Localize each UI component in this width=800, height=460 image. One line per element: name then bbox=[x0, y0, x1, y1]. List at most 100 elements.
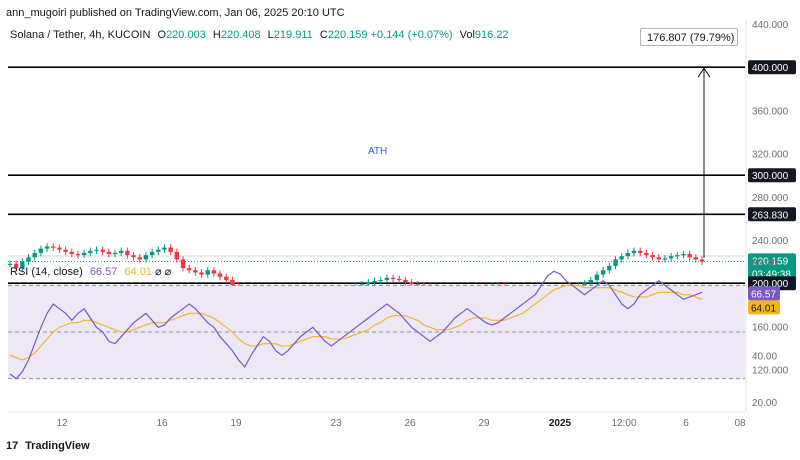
price-tick-label: 320.000 bbox=[752, 150, 789, 161]
candle-body bbox=[662, 258, 668, 260]
publisher-line: ann_mugoiri published on TradingView.com… bbox=[6, 7, 345, 19]
open-value: 220.003 bbox=[166, 29, 206, 41]
candle-body bbox=[588, 279, 593, 284]
symbol-name: Solana / Tether, 4h, KUCOIN bbox=[10, 29, 151, 41]
candle-body bbox=[650, 255, 655, 258]
candle-body bbox=[675, 255, 680, 257]
candle-body bbox=[143, 255, 149, 260]
time-tick-label: 26 bbox=[404, 418, 416, 429]
candle-body bbox=[681, 254, 686, 256]
candle-body bbox=[94, 249, 99, 251]
candle-body bbox=[137, 257, 142, 260]
candle-body bbox=[403, 279, 408, 283]
time-tick-label: 23 bbox=[330, 418, 342, 429]
candle-body bbox=[44, 246, 50, 249]
candle-body bbox=[106, 251, 112, 255]
candle-body bbox=[625, 252, 631, 257]
rsi-tick-label: 80.00 bbox=[752, 258, 777, 269]
time-tick-label: 08 bbox=[734, 418, 746, 429]
candle-body bbox=[205, 270, 210, 275]
rsi-ma-value: 64.01 bbox=[124, 266, 152, 278]
candle-body bbox=[13, 263, 19, 269]
candle-body bbox=[32, 252, 37, 258]
close-value: 220.159 bbox=[327, 29, 368, 41]
price-tick-label: 300.000 bbox=[752, 171, 789, 182]
last-price-bg bbox=[748, 253, 796, 282]
candle-body bbox=[397, 278, 402, 281]
candle-body bbox=[51, 246, 56, 248]
candle-body bbox=[88, 250, 93, 253]
last-price-label: 220.159 bbox=[752, 256, 789, 267]
change-value: +0.144 (+0.07%) bbox=[370, 29, 453, 41]
time-tick-label: 16 bbox=[156, 418, 168, 429]
candle-body bbox=[619, 256, 624, 260]
candle-body bbox=[125, 250, 130, 256]
candle-body bbox=[119, 250, 124, 253]
level-label-bg bbox=[748, 60, 796, 75]
candle-body bbox=[217, 273, 223, 277]
rsi-value-label: 66.57 bbox=[751, 289, 776, 300]
price-tick-label: 263.830 bbox=[752, 210, 789, 221]
candle-body bbox=[20, 261, 25, 269]
price-tick-label: 200.000 bbox=[752, 279, 789, 290]
candle-body bbox=[359, 284, 365, 286]
candle-body bbox=[631, 250, 637, 253]
candle-body bbox=[600, 270, 606, 275]
candle-body bbox=[366, 282, 371, 285]
candle-body bbox=[668, 256, 674, 259]
rsi-legend: RSI (14, close) 66.57 64.01 ⌀ ⌀ bbox=[10, 265, 171, 278]
high-label: H bbox=[212, 29, 221, 41]
candle-body bbox=[180, 259, 186, 269]
candle-body bbox=[57, 247, 62, 250]
symbol-legend: Solana / Tether, 4h, KUCOIN O220.003 H 22… bbox=[10, 29, 509, 41]
measure-arrow-head bbox=[697, 67, 711, 78]
measure-tooltip: 176.807 (79.79%) 176,8 bbox=[640, 28, 738, 46]
level-label-bg bbox=[748, 207, 796, 222]
time-tick-label: 6 bbox=[683, 418, 689, 429]
candle-body bbox=[112, 252, 118, 255]
open-label: O bbox=[157, 29, 167, 41]
candle-body bbox=[168, 247, 173, 252]
candle-body bbox=[7, 263, 13, 265]
candle-body bbox=[687, 254, 692, 258]
candle-body bbox=[384, 277, 390, 280]
rsi-tick-label: 40.00 bbox=[752, 351, 777, 362]
vol-value: 916.22 bbox=[474, 29, 509, 41]
candle-body bbox=[199, 272, 204, 275]
price-tick-label: 240.000 bbox=[752, 236, 789, 247]
rsi-value-bg bbox=[748, 286, 780, 301]
tradingview-brand[interactable]: 17 TradingView bbox=[6, 440, 90, 452]
candle-body bbox=[224, 276, 229, 280]
candle-body bbox=[613, 259, 618, 266]
candle-body bbox=[607, 265, 612, 271]
candle-body bbox=[156, 249, 161, 252]
candle-body bbox=[656, 257, 661, 260]
time-tick-label: 2025 bbox=[549, 418, 572, 429]
candle-body bbox=[230, 279, 235, 286]
candle-body bbox=[174, 251, 180, 260]
ath-label: ATH bbox=[368, 146, 388, 157]
level-label-bg bbox=[748, 168, 796, 183]
candle-body bbox=[63, 249, 68, 252]
candle-body bbox=[693, 257, 699, 260]
price-tick-label: 440.000 bbox=[752, 20, 789, 31]
candle-body bbox=[582, 283, 587, 286]
price-tick-label: 160.000 bbox=[752, 322, 789, 333]
tradingview-logo-icon: 17 bbox=[6, 440, 19, 452]
candle-body bbox=[594, 274, 600, 280]
candle-body bbox=[415, 284, 420, 286]
price-tick-label: 120.000 bbox=[752, 366, 789, 377]
candle-body bbox=[131, 255, 136, 258]
candle-body bbox=[149, 251, 155, 256]
price-tick-label: 360.000 bbox=[752, 106, 789, 117]
time-tick-label: 12 bbox=[56, 418, 68, 429]
candle-body bbox=[69, 251, 74, 255]
candle-body bbox=[100, 249, 105, 252]
candle-body bbox=[26, 257, 31, 262]
rsi-value: 66.57 bbox=[89, 266, 118, 278]
candle-body bbox=[75, 254, 81, 256]
time-tick-label: 19 bbox=[230, 418, 242, 429]
rsi-tick-label: 20.00 bbox=[752, 398, 777, 409]
brand-name: TradingView bbox=[25, 440, 90, 452]
